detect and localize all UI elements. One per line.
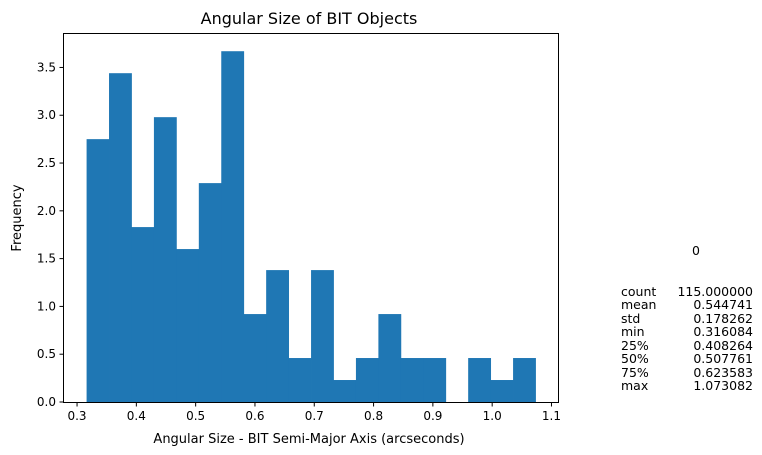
stats-label: count (621, 283, 657, 299)
stats-row-50pct: 50% 0.507761 (621, 352, 762, 366)
stats-label: max (621, 378, 649, 393)
stats-row-max: max 1.073082 (621, 379, 762, 393)
x-tick-label: 0.5 (186, 409, 205, 423)
stats-label: min (621, 324, 645, 339)
stats-label: 25% (621, 337, 649, 353)
stats-value: 0.408264 (693, 337, 753, 353)
histogram-bar-3 (153, 117, 177, 402)
histogram-bar-11 (333, 380, 357, 402)
x-tick-label: 1.0 (483, 409, 502, 423)
x-axis-label: Angular Size - BIT Semi-Major Axis (arcs… (153, 432, 464, 447)
histogram-bar-1 (109, 73, 132, 402)
y-axis-ticks: 0.0 0.5 1.0 1.5 2.0 2.5 3.0 3.5 (37, 60, 64, 409)
chart-title: Angular Size of BIT Objects (201, 9, 418, 28)
stats-value: 0.316084 (693, 324, 753, 339)
histogram-bar-9 (288, 358, 312, 402)
stats-row-25pct: 25% 0.408264 (621, 337, 762, 353)
y-tick-label: 3.0 (37, 108, 56, 122)
stats-value: 0.623583 (693, 364, 753, 380)
x-tick-label: 0.6 (245, 409, 264, 423)
histogram-bar-5 (198, 183, 222, 402)
stats-header: 0 (692, 243, 700, 258)
y-tick-label: 2.5 (37, 156, 56, 170)
stats-value: 0.507761 (693, 351, 753, 366)
y-tick-label: 0.5 (37, 347, 56, 361)
x-tick-label: 0.3 (67, 409, 86, 423)
histogram-bars (86, 51, 536, 403)
stats-value: 1.073082 (693, 378, 753, 393)
x-tick-label: 0.4 (127, 409, 146, 423)
stats-row-min: min 0.316084 (621, 325, 762, 339)
stats-label: 75% (621, 364, 649, 380)
stats-value: 0.544741 (693, 297, 753, 312)
stats-value: 115.000000 (677, 283, 753, 299)
histogram-bar-7 (243, 314, 267, 402)
summary-statistics: 0 count 115.000000 mean 0.544741 std 0.178262… (621, 217, 762, 406)
y-tick-label: 3.5 (37, 60, 56, 74)
x-tick-label: 0.8 (364, 409, 383, 423)
stats-row-std: std 0.178262 (621, 310, 762, 326)
y-tick-label: 0.0 (37, 395, 56, 409)
histogram-bar-14 (400, 358, 424, 402)
stats-label: 50% (621, 351, 649, 366)
histogram-bar-12 (355, 358, 379, 402)
y-tick-label: 1.0 (37, 299, 56, 313)
histogram-bar-19 (513, 358, 536, 402)
histogram-bar-10 (311, 270, 334, 402)
histogram-bar-4 (176, 249, 200, 402)
y-tick-label: 1.5 (37, 252, 56, 266)
plot-frame (63, 33, 559, 403)
stats-label: mean (621, 297, 657, 312)
stats-rows: count 115.000000 mean 0.544741 std 0.178262 mi… (621, 283, 762, 393)
stats-label: std (621, 310, 641, 326)
histogram-bar-8 (266, 270, 290, 402)
stats-row-75pct: 75% 0.623583 (621, 364, 762, 380)
x-tick-label: 0.9 (423, 409, 442, 423)
stats-row-mean: mean 0.544741 (621, 298, 762, 312)
stats-row-count: count 115.000000 (621, 283, 762, 299)
y-axis-label: Frequency (10, 184, 25, 251)
histogram-bar-0 (86, 139, 110, 402)
histogram-bar-17 (468, 358, 492, 402)
histogram-bar-15 (423, 358, 447, 402)
y-tick-label: 2.0 (37, 204, 56, 218)
histogram-bar-13 (378, 314, 402, 402)
x-axis-ticks: 0.3 0.4 0.5 0.6 0.7 0.8 0.9 1.0 1.1 (67, 402, 561, 423)
histogram-bar-6 (221, 51, 245, 403)
x-tick-label: 0.7 (305, 409, 324, 423)
histogram-bar-2 (131, 227, 155, 402)
stats-value: 0.178262 (693, 310, 753, 326)
x-tick-label: 1.1 (542, 409, 561, 423)
histogram-bar-18 (490, 380, 514, 402)
